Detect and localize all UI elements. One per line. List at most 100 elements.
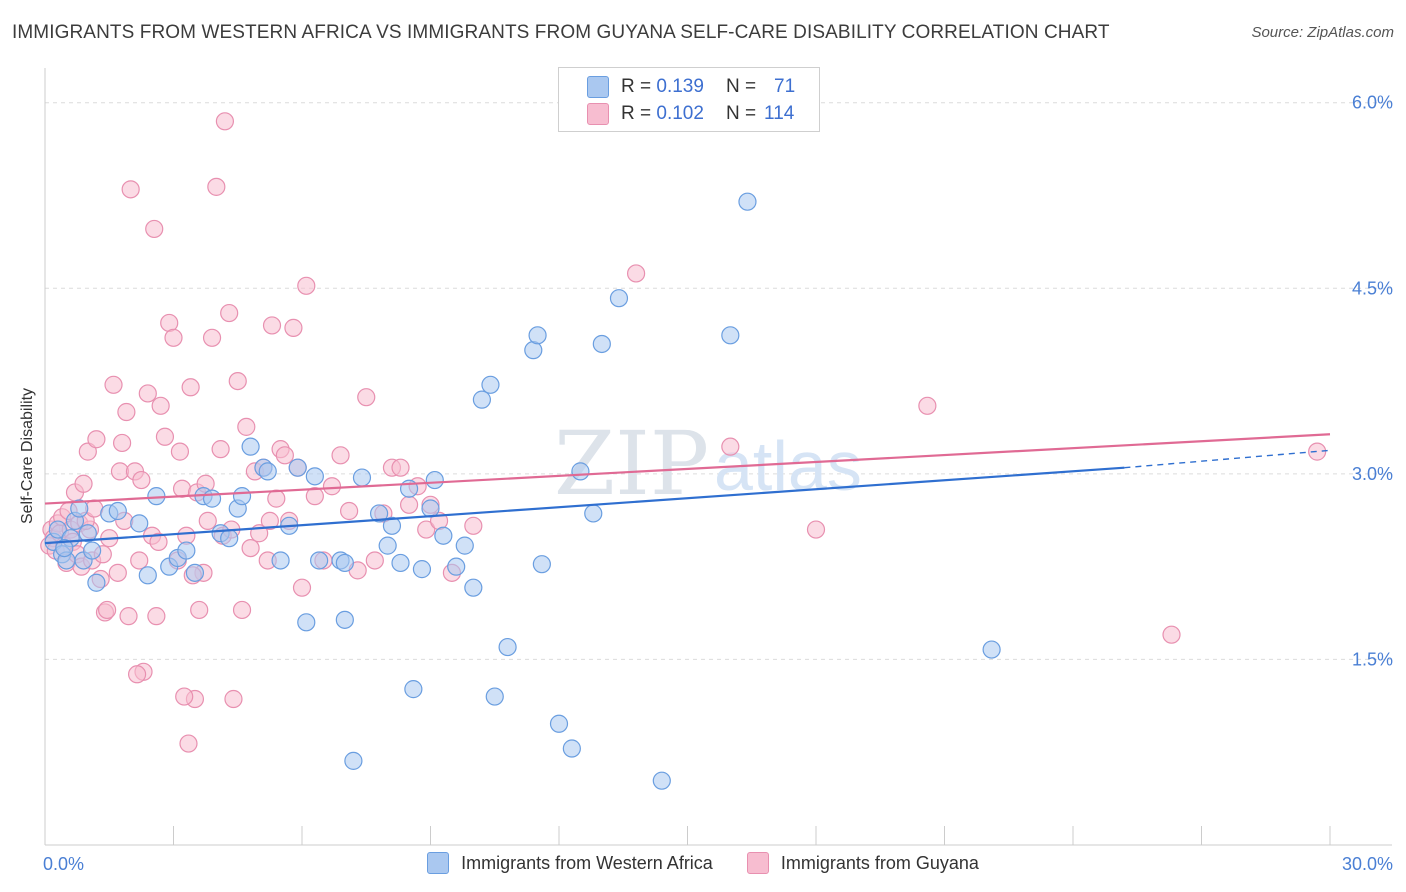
point-western-africa <box>485 687 504 706</box>
point-guyana <box>391 458 410 477</box>
data-points <box>40 112 1327 790</box>
point-western-africa <box>549 714 569 733</box>
point-guyana <box>127 665 147 684</box>
legend-swatch-pink <box>587 103 609 125</box>
point-western-africa <box>404 680 423 699</box>
point-guyana <box>117 402 136 422</box>
point-western-africa <box>609 289 629 308</box>
point-western-africa <box>982 640 1001 659</box>
trend-line-guyana <box>44 433 1331 505</box>
legend-r-value: 0.139 <box>656 76 704 97</box>
legend-row-western-africa: R = 0.139 N = 71 <box>587 74 795 100</box>
point-guyana <box>138 384 157 403</box>
legend-swatch-blue <box>427 852 450 874</box>
point-western-africa <box>652 771 671 790</box>
point-western-africa <box>391 553 410 573</box>
point-guyana <box>202 328 222 347</box>
axes <box>44 68 1392 846</box>
source-label: Source: ZipAtlas.com <box>1251 24 1394 41</box>
point-guyana <box>275 446 294 465</box>
point-western-africa <box>297 613 316 632</box>
point-western-africa <box>738 192 757 211</box>
legend-row-guyana: R = 0.102 N = 114 <box>587 101 794 127</box>
point-western-africa <box>344 751 363 770</box>
point-western-africa <box>310 551 329 570</box>
point-guyana <box>108 563 127 582</box>
y-tick-label: 4.5% <box>1352 278 1393 298</box>
legend-item-guyana: Immigrants from Guyana <box>746 852 979 874</box>
point-guyana <box>399 495 419 514</box>
point-guyana <box>132 470 151 490</box>
point-guyana <box>211 440 230 459</box>
point-guyana <box>74 474 93 493</box>
point-western-africa <box>425 470 444 490</box>
point-guyana <box>305 487 324 506</box>
trend-line-western-africa <box>44 466 1125 545</box>
point-western-africa <box>434 526 453 545</box>
watermark: ZIP atlas <box>554 412 862 515</box>
point-guyana <box>112 433 132 453</box>
legend-n-value: 114 <box>764 103 795 124</box>
point-western-africa <box>258 462 277 481</box>
point-western-africa <box>335 553 354 573</box>
point-western-africa <box>412 560 432 579</box>
point-guyana <box>147 607 166 626</box>
point-guyana <box>170 442 190 461</box>
point-western-africa <box>721 326 740 345</box>
point-guyana <box>104 375 123 394</box>
point-western-africa <box>571 462 590 481</box>
point-western-africa <box>202 489 222 508</box>
legend-n-label: N = <box>725 76 757 97</box>
legend-r-value: 0.102 <box>656 103 704 124</box>
legend-n-label: N = <box>725 103 757 124</box>
point-guyana <box>331 446 350 465</box>
point-guyana <box>175 687 194 706</box>
point-guyana <box>207 177 226 196</box>
point-guyana <box>365 551 384 570</box>
point-western-africa <box>220 529 239 548</box>
point-western-africa <box>87 573 106 592</box>
point-guyana <box>232 600 252 620</box>
point-guyana <box>228 371 247 391</box>
point-guyana <box>292 578 312 597</box>
point-guyana <box>155 427 175 446</box>
point-guyana <box>284 318 303 337</box>
legend-r-label: R = <box>621 76 652 97</box>
point-western-africa <box>138 566 157 585</box>
point-western-africa <box>305 467 324 486</box>
point-western-africa <box>78 524 97 543</box>
point-western-africa <box>562 739 581 758</box>
point-guyana <box>464 516 483 535</box>
point-western-africa <box>370 504 389 523</box>
y-axis-title: Self-Care Disability <box>19 387 36 525</box>
series-legend: Immigrants from Western Africa Immigrant… <box>0 852 1406 874</box>
point-guyana <box>260 511 279 530</box>
point-western-africa <box>83 541 102 560</box>
point-guyana <box>1162 625 1181 644</box>
point-western-africa <box>532 555 551 574</box>
point-western-africa <box>352 468 372 487</box>
point-western-africa <box>447 557 466 576</box>
y-tick-label: 1.5% <box>1352 649 1393 669</box>
point-western-africa <box>382 516 402 535</box>
point-guyana <box>181 378 200 397</box>
point-guyana <box>918 396 937 415</box>
point-western-africa <box>232 487 252 506</box>
point-guyana <box>190 600 209 620</box>
point-western-africa <box>455 536 474 555</box>
trend-extension-western-africa <box>1124 449 1331 469</box>
point-western-africa <box>421 499 440 518</box>
legend-label: Immigrants from Western Africa <box>461 852 713 873</box>
point-guyana <box>297 276 316 295</box>
point-guyana <box>164 328 183 347</box>
point-guyana <box>179 734 198 753</box>
point-guyana <box>237 417 256 436</box>
point-guyana <box>87 430 106 449</box>
point-western-africa <box>130 514 149 533</box>
point-western-africa <box>481 375 500 394</box>
point-guyana <box>1308 442 1327 461</box>
point-guyana <box>262 316 282 335</box>
legend-r-label: R = <box>621 103 652 124</box>
chart-title: IMMIGRANTS FROM WESTERN AFRICA VS IMMIGR… <box>12 22 1110 43</box>
point-guyana <box>417 520 436 539</box>
